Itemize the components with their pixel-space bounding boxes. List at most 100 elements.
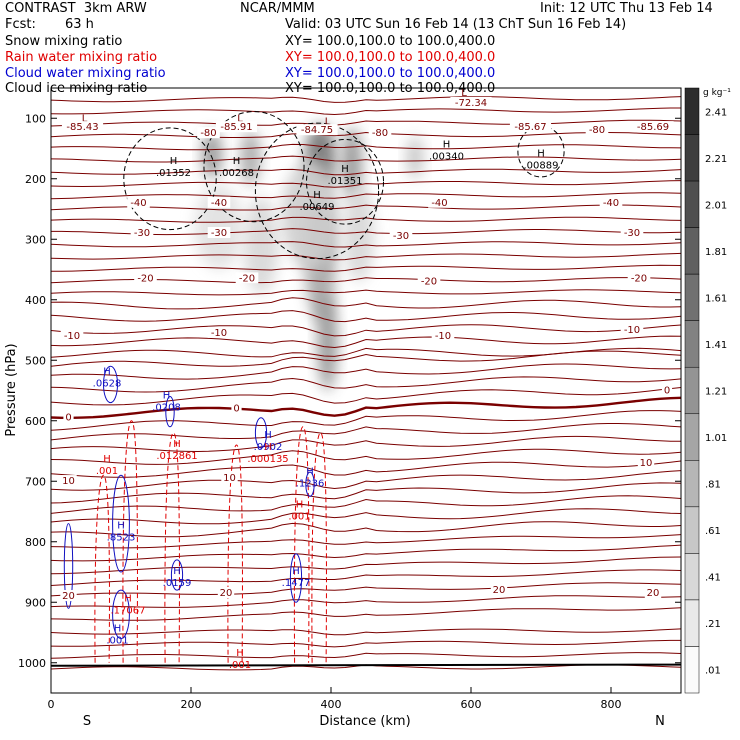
colorbar-label: .01: [705, 666, 721, 677]
isotherm: [51, 495, 681, 514]
x-tick-label: 600: [461, 698, 482, 711]
temperature-label-bg: [197, 127, 220, 139]
isotherm: [51, 534, 681, 549]
colorbar-label: .41: [705, 573, 721, 584]
rain-max-marker: H: [264, 442, 272, 453]
colorbar-swatch: [684, 553, 700, 601]
temperature-label: -10: [624, 325, 640, 336]
colorbar-swatch: [684, 180, 700, 228]
y-tick-label: 500: [25, 354, 46, 367]
temperature-label-bg: [207, 227, 231, 239]
temperature-contours: [51, 96, 681, 671]
x-axis-label: Distance (km): [319, 714, 410, 729]
temperature-label: -85.91: [220, 122, 252, 133]
y-axis-label: Pressure (hPa): [4, 343, 19, 436]
temperature-label-bg: [61, 121, 104, 133]
colorbar-swatch: [684, 599, 700, 647]
temperature-label: -80: [589, 125, 605, 136]
legend-rain-name: Rain water mixing ratio: [5, 50, 158, 65]
isotherm: [51, 470, 681, 491]
colorbar-label: .81: [705, 480, 721, 491]
isotherm: [51, 119, 681, 127]
x-tick-label: 0: [48, 698, 55, 711]
snow-blob: [342, 127, 362, 200]
temperature-label: -30: [393, 231, 409, 242]
isotherm: [51, 582, 681, 597]
cloud-water-max-label: .001: [106, 636, 128, 647]
colorbar-label: 1.21: [705, 387, 727, 398]
isotherm: [51, 241, 681, 248]
isotherm: [51, 556, 681, 575]
temperature-label: -85.67: [514, 122, 546, 133]
legend-rain-xy: XY= 100.0,100.0 to 100.0,400.0: [285, 50, 496, 65]
colorbar-swatch: [684, 506, 700, 554]
isotherm: [51, 410, 681, 431]
temperature-label-bg: [296, 124, 338, 136]
ice-max-label: .00340: [429, 152, 464, 163]
colorbar-label: 2.01: [705, 200, 727, 211]
cloud-water-max-label: .0208: [152, 403, 181, 414]
cloud-ice-contour: [306, 138, 384, 225]
colorbar-swatch: [684, 227, 700, 275]
temperature-label: -80: [372, 128, 388, 139]
cloud-water-max-marker: H: [163, 391, 171, 402]
cloud-ice-contour: [203, 111, 305, 223]
ice-max-marker: H: [313, 190, 321, 201]
rain-contour: [94, 474, 110, 663]
isotherm: [51, 396, 681, 419]
colorbar-unit: g kg⁻¹: [703, 88, 731, 98]
isotherm: [51, 376, 681, 393]
isotherm: [51, 96, 681, 103]
cloud-water-max-label: .0628: [93, 378, 122, 389]
rain-contour: [164, 432, 180, 663]
temperature-label: 10: [223, 473, 236, 484]
contour-labels: L L LL-85.43 -85.91 -84.75-72.34-85.67 -85.69…: [60, 88, 674, 671]
y-tick-label: 600: [25, 415, 46, 428]
surface-line: [51, 663, 681, 667]
cloud-ice-contour: [123, 127, 217, 231]
isotherm: [51, 297, 681, 310]
rain-max-marker: H: [296, 500, 304, 511]
cloud-water-max-label: .0159: [163, 578, 192, 589]
temperature-label: -20: [631, 273, 647, 284]
colorbar-label: 1.81: [705, 247, 727, 258]
colorbar-label: 2.21: [705, 154, 727, 165]
temperature-label: -20: [421, 276, 437, 287]
temperature-label-bg: [207, 196, 231, 208]
ice-max-label: .00889: [524, 161, 559, 172]
header-fcst-label: Fcst:: [5, 17, 36, 32]
y-tick-label: 700: [25, 475, 46, 488]
temperature-label: -85.43: [66, 122, 98, 133]
legend-snow-name: Snow mixing ratio: [5, 34, 123, 49]
legend-cloud-water-xy: XY= 100.0,100.0 to 100.0,400.0: [285, 66, 496, 81]
temperature-label-bg: [637, 456, 655, 468]
cloud-water-max-marker: H: [292, 566, 300, 577]
cloud-water-max-label: .0902: [254, 442, 283, 453]
cloud-water-max-marker: H: [264, 430, 272, 441]
colorbar-label: 1.41: [705, 340, 727, 351]
rain-max-label: .17067: [111, 605, 146, 616]
isotherm: [51, 347, 681, 358]
isotherm: [51, 252, 681, 261]
colorbar: 2.41 2.21 2.01 1.81 1.61 1.41 1.21 1.01 .81 .61 .4…: [684, 87, 727, 694]
ice-max-marker: H: [537, 149, 545, 160]
colorbar-label: 1.61: [705, 293, 727, 304]
temperature-label: 20: [493, 585, 506, 596]
isotherm: [51, 387, 681, 406]
rain-max-label: .001: [288, 512, 310, 523]
temperature-label-bg: [644, 586, 662, 598]
y-tick-label: 200: [25, 173, 46, 186]
isotherm: [51, 143, 681, 151]
isotherm: [51, 192, 681, 200]
temperature-label-bg: [620, 227, 644, 239]
cloud-water-contour: [305, 471, 315, 497]
temperature-label-bg: [509, 121, 552, 133]
rain-contour: [311, 432, 327, 663]
temperature-label-bg: [217, 586, 235, 598]
x-tick-label: 400: [321, 698, 342, 711]
temperature-label-bg: [620, 323, 644, 335]
ice-max-label: .01351: [328, 176, 363, 187]
isotherm: [51, 180, 681, 188]
